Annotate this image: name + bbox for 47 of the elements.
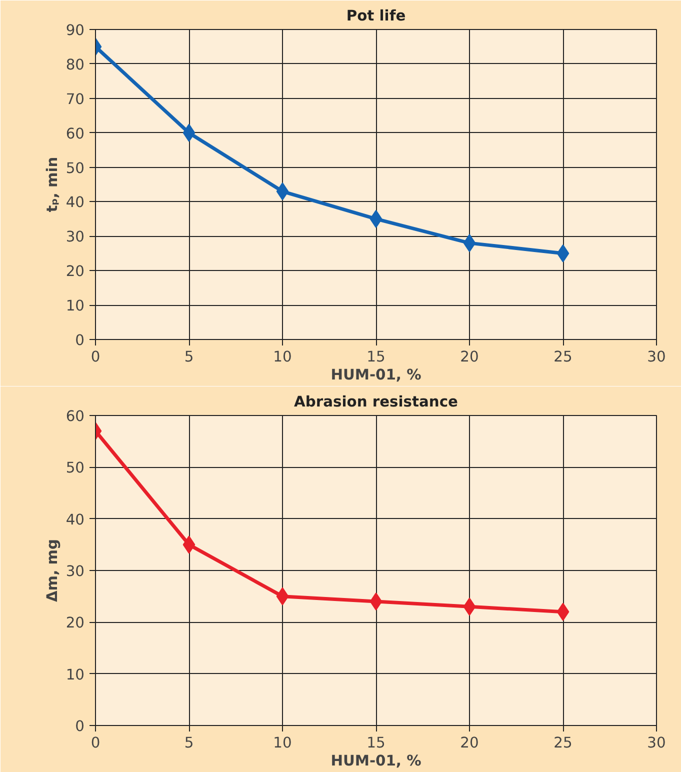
y-tick-label: 0 [75, 718, 85, 735]
y-tick-label: 70 [66, 90, 85, 108]
y-tick-label: 60 [66, 125, 85, 142]
y-tick-label: 80 [66, 56, 85, 74]
point [276, 182, 289, 200]
y-axis-title: tₚ, min [44, 156, 61, 212]
y-tick-label: 30 [66, 228, 85, 246]
point [182, 124, 196, 142]
y-tick-label: 40 [66, 511, 85, 528]
point [463, 234, 476, 252]
y-tick-label: 50 [66, 460, 85, 477]
y-tick-label: 10 [66, 666, 85, 684]
x-tick-label: 5 [184, 348, 194, 366]
x-tick-label: 0 [90, 348, 100, 366]
y-tick-label: 0 [75, 332, 85, 349]
x-tick-label: 20 [460, 734, 479, 752]
point [463, 598, 476, 616]
x-axis-title: HUM-01, % [330, 366, 422, 384]
point [556, 244, 570, 262]
x-tick-label: 25 [554, 734, 572, 752]
y-axis-title: Δm, mg [44, 538, 61, 602]
x-tick-label: 20 [460, 348, 479, 366]
x-axis-title: HUM-01, % [330, 752, 422, 770]
chart-title: Pot life [346, 8, 406, 24]
x-tick-label: 30 [647, 734, 666, 752]
x-tick-label: 30 [647, 348, 666, 366]
y-tick-label: 20 [66, 614, 85, 632]
y-tick-label: 60 [66, 408, 85, 425]
y-tick-label: 30 [66, 563, 85, 580]
point [182, 536, 196, 554]
y-tick-label: 20 [66, 263, 85, 280]
y-tick-label: 90 [66, 22, 85, 39]
y-tick-label: 10 [66, 298, 85, 315]
chart-title: Abrasion resistance [294, 394, 458, 410]
point [370, 592, 382, 610]
x-tick-label: 25 [554, 348, 572, 366]
point [370, 210, 382, 228]
y-tick-label: 50 [66, 160, 85, 177]
x-tick-label: 5 [184, 734, 194, 752]
point [556, 602, 570, 621]
x-tick-label: 15 [366, 734, 386, 752]
x-tick-label: 10 [273, 734, 292, 752]
x-tick-label: 15 [366, 348, 386, 366]
y-tick-label: 40 [66, 194, 85, 212]
point [276, 587, 289, 606]
x-tick-label: 10 [273, 348, 292, 366]
x-tick-label: 0 [90, 734, 100, 752]
